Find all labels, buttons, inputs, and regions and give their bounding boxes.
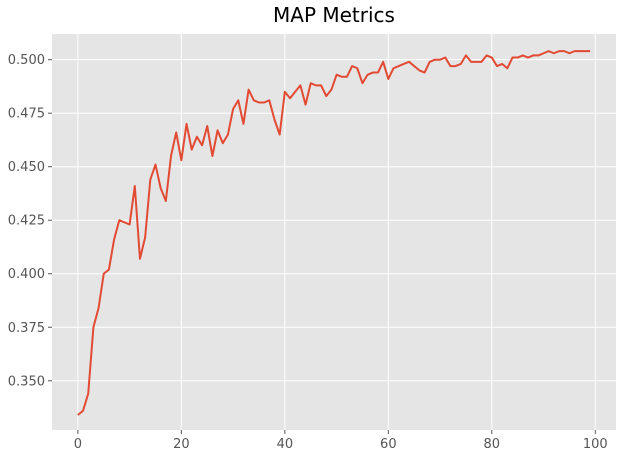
x-tick-label: 80: [484, 437, 501, 452]
x-tick-label: 40: [277, 437, 294, 452]
y-tick-label: 0.375: [8, 321, 45, 336]
chart-title: MAP Metrics: [273, 3, 395, 27]
x-axis: 0 20 40 60 80 100: [74, 430, 608, 452]
grid: [52, 34, 616, 430]
y-tick-label: 0.475: [8, 107, 45, 122]
x-tick-label: 0: [74, 437, 82, 452]
x-tick-label: 60: [380, 437, 397, 452]
y-tick-label: 0.425: [8, 214, 45, 229]
y-tick-label: 0.450: [8, 160, 45, 175]
y-axis: 0.350 0.375 0.400 0.425 0.450 0.475 0.500: [8, 53, 52, 389]
y-tick-label: 0.350: [8, 374, 45, 389]
y-tick-label: 0.400: [8, 267, 45, 282]
plot-area: [52, 34, 616, 430]
x-tick-label: 100: [583, 437, 608, 452]
y-tick-label: 0.500: [8, 53, 45, 68]
series-layer: [77, 50, 591, 416]
x-tick-label: 20: [173, 437, 190, 452]
series-line: [77, 50, 591, 416]
